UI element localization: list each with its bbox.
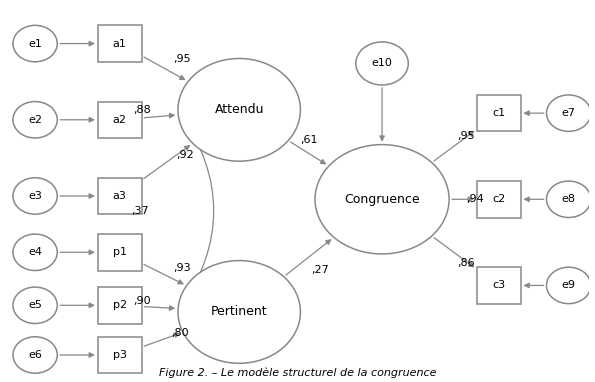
Text: ,88: ,88 — [133, 105, 151, 115]
Text: ,92: ,92 — [176, 150, 193, 160]
Text: c3: c3 — [492, 280, 505, 290]
FancyBboxPatch shape — [98, 337, 142, 373]
Text: p3: p3 — [112, 350, 127, 360]
Ellipse shape — [546, 267, 591, 304]
Text: ,27: ,27 — [312, 265, 330, 275]
FancyBboxPatch shape — [477, 267, 521, 304]
Text: e9: e9 — [562, 280, 575, 290]
Ellipse shape — [546, 95, 591, 131]
Ellipse shape — [178, 58, 300, 161]
FancyBboxPatch shape — [98, 287, 142, 324]
Ellipse shape — [13, 287, 57, 324]
Text: ,61: ,61 — [300, 135, 317, 145]
FancyBboxPatch shape — [98, 178, 142, 214]
Text: ,86: ,86 — [457, 257, 475, 267]
FancyBboxPatch shape — [98, 102, 142, 138]
Ellipse shape — [13, 178, 57, 214]
Text: e7: e7 — [562, 108, 575, 118]
Ellipse shape — [13, 234, 57, 270]
Text: p2: p2 — [112, 300, 127, 310]
FancyBboxPatch shape — [477, 95, 521, 131]
Text: c2: c2 — [492, 194, 505, 204]
Text: ,95: ,95 — [174, 53, 191, 64]
Text: Attendu: Attendu — [214, 104, 264, 117]
Text: Congruence: Congruence — [345, 193, 420, 206]
Ellipse shape — [356, 42, 408, 85]
Text: a1: a1 — [112, 39, 127, 49]
Text: e5: e5 — [28, 300, 42, 310]
Text: p1: p1 — [112, 247, 127, 257]
Text: ,37: ,37 — [131, 206, 149, 216]
FancyBboxPatch shape — [98, 25, 142, 62]
Text: e2: e2 — [28, 115, 42, 125]
FancyBboxPatch shape — [98, 234, 142, 270]
Ellipse shape — [13, 25, 57, 62]
Ellipse shape — [178, 261, 300, 363]
Text: Figure 2. – Le modèle structurel de la congruence: Figure 2. – Le modèle structurel de la c… — [159, 368, 436, 379]
Ellipse shape — [315, 145, 449, 254]
Text: ,94: ,94 — [466, 194, 484, 204]
Text: e6: e6 — [28, 350, 42, 360]
Ellipse shape — [546, 181, 591, 217]
Text: c1: c1 — [492, 108, 505, 118]
Ellipse shape — [13, 102, 57, 138]
Text: ,80: ,80 — [171, 328, 189, 338]
Text: e3: e3 — [28, 191, 42, 201]
Text: ,95: ,95 — [457, 131, 475, 141]
Text: e10: e10 — [372, 58, 393, 68]
FancyBboxPatch shape — [477, 181, 521, 217]
Ellipse shape — [13, 337, 57, 373]
Text: ,93: ,93 — [173, 263, 190, 273]
Text: e8: e8 — [562, 194, 575, 204]
Text: e4: e4 — [28, 247, 42, 257]
Text: e1: e1 — [28, 39, 42, 49]
Text: Pertinent: Pertinent — [211, 306, 268, 319]
Text: a2: a2 — [112, 115, 127, 125]
Text: a3: a3 — [112, 191, 127, 201]
Text: ,90: ,90 — [133, 296, 151, 306]
